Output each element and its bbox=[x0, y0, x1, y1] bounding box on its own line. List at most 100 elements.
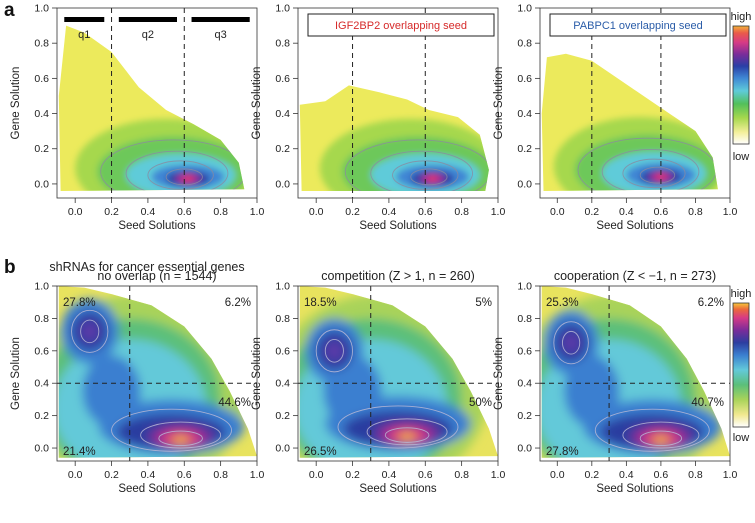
density-level bbox=[80, 321, 99, 342]
y-tick-label: 0.0 bbox=[275, 443, 290, 455]
chart-b3: 0.0 0.2 0.4 0.6 0.8 1.0 0.0 0.2 0.4 0.6 0.8 1.0 Seed… bbox=[493, 269, 737, 495]
x-tick-label: 0.6 bbox=[654, 206, 669, 218]
quadrant-bottom-left: 26.5% bbox=[304, 446, 337, 458]
y-tick-label: 0.6 bbox=[34, 73, 49, 85]
y-tick-label: 1.0 bbox=[517, 281, 532, 293]
plot-frame bbox=[539, 7, 731, 199]
x-tick-label: 0.6 bbox=[177, 206, 192, 218]
x-axis-label: Seed Solutions bbox=[359, 220, 437, 232]
chart-a3: 0.0 0.2 0.4 0.6 0.8 1.0 0.0 0.2 0.4 0.6 0.8 1.0 Seed… bbox=[493, 3, 737, 233]
x-tick-label: 1.0 bbox=[491, 469, 506, 481]
y-tick-label: 1.0 bbox=[275, 3, 290, 15]
contour-line bbox=[100, 139, 245, 191]
x-tick-label: 0.4 bbox=[141, 469, 156, 481]
colorbar-b-low: low bbox=[733, 432, 750, 444]
x-tick-label: 0.2 bbox=[345, 206, 360, 218]
x-tick-label: 0.2 bbox=[345, 469, 360, 481]
y-tick-label: 0.6 bbox=[275, 345, 290, 357]
x-axis-label: Seed Solutions bbox=[596, 483, 674, 495]
x-tick-label: 0.0 bbox=[309, 469, 324, 481]
x-tick-label: 0.8 bbox=[688, 469, 703, 481]
colorbar-b-high: high bbox=[731, 288, 752, 300]
quadrant-bottom-left: 21.4% bbox=[63, 446, 96, 458]
plots: 0.0 0.2 0.4 0.6 0.8 1.0 0.0 0.2 0.4 0.6 0.8 1.0 Seed… bbox=[10, 3, 737, 496]
density-level bbox=[174, 437, 188, 443]
x-axis-label: Seed Solutions bbox=[596, 220, 674, 232]
density-field bbox=[299, 85, 489, 191]
colorbar-b-bar bbox=[732, 302, 750, 428]
contour-line bbox=[639, 430, 683, 447]
x-tick-label: 0.6 bbox=[418, 469, 433, 481]
y-tick-label: 0.6 bbox=[517, 345, 532, 357]
contour-line bbox=[384, 427, 430, 443]
plot-frame bbox=[297, 7, 499, 199]
contour-line bbox=[140, 421, 222, 449]
x-tick-label: 1.0 bbox=[723, 469, 738, 481]
contour-line bbox=[80, 319, 100, 344]
quadrant-top-left: 18.5% bbox=[304, 297, 337, 309]
x-tick-label: 0.4 bbox=[619, 206, 634, 218]
quadrant-top-left: 25.3% bbox=[546, 297, 579, 309]
density-level bbox=[562, 332, 580, 353]
density-field bbox=[541, 53, 718, 192]
y-tick-label: 0.2 bbox=[34, 410, 49, 422]
contour-line bbox=[410, 168, 448, 186]
y-tick-label: 0.0 bbox=[34, 178, 49, 190]
colorbar-a-low: low bbox=[733, 151, 750, 163]
chart-title: competition (Z > 1, n = 260) bbox=[321, 269, 475, 283]
quadrant-bottom-left: 27.8% bbox=[546, 446, 579, 458]
quadrant-top-right: 6.2% bbox=[225, 297, 251, 309]
x-axis-label: Seed Solutions bbox=[118, 483, 196, 495]
x-tick-label: 0.0 bbox=[68, 206, 83, 218]
x-tick-label: 0.4 bbox=[141, 206, 156, 218]
x-tick-label: 0.2 bbox=[585, 206, 600, 218]
chart-title: no overlap (n = 1544) bbox=[97, 269, 216, 283]
panel-letter-a: a bbox=[4, 0, 15, 21]
y-axis-label: Gene Solution bbox=[10, 337, 22, 410]
chart-title: cooperation (Z < −1, n = 273) bbox=[554, 269, 716, 283]
y-axis-label: Gene Solution bbox=[251, 67, 263, 140]
x-tick-label: 0.4 bbox=[382, 206, 397, 218]
density-layers bbox=[299, 294, 489, 458]
colorbar-a-bar bbox=[732, 25, 750, 145]
density-level bbox=[181, 175, 195, 182]
x-tick-label: 0.0 bbox=[68, 469, 83, 481]
y-axis-label: Gene Solution bbox=[493, 337, 505, 410]
density-layers bbox=[58, 294, 248, 458]
contour-line bbox=[344, 139, 489, 191]
x-tick-label: 0.8 bbox=[454, 206, 469, 218]
density-level bbox=[654, 174, 667, 180]
legend-box bbox=[307, 13, 495, 37]
plot-frame bbox=[539, 285, 731, 462]
density-field bbox=[541, 286, 730, 458]
y-tick-label: 0.6 bbox=[275, 73, 290, 85]
panel-letter-b: b bbox=[4, 257, 16, 278]
contour-line bbox=[366, 418, 448, 446]
y-tick-label: 0.8 bbox=[517, 38, 532, 50]
chart-a2: 0.0 0.2 0.4 0.6 0.8 1.0 0.0 0.2 0.4 0.6 0.8 1.0 Seed… bbox=[251, 3, 505, 233]
x-tick-label: 0.2 bbox=[104, 469, 119, 481]
y-tick-label: 1.0 bbox=[34, 3, 49, 15]
y-tick-label: 0.2 bbox=[34, 143, 49, 155]
x-tick-label: 0.4 bbox=[619, 469, 634, 481]
contour-line bbox=[639, 166, 676, 184]
quadrant-top-right: 5% bbox=[475, 297, 492, 309]
y-tick-label: 0.6 bbox=[517, 73, 532, 85]
legend-box bbox=[549, 13, 727, 37]
y-tick-label: 0.0 bbox=[517, 178, 532, 190]
colorbar-a: high low bbox=[731, 11, 752, 163]
density-layers bbox=[541, 294, 722, 458]
plot-frame bbox=[56, 285, 258, 462]
x-tick-label: 0.8 bbox=[688, 206, 703, 218]
section-title-b: shRNAs for cancer essential genes bbox=[49, 260, 244, 274]
x-tick-label: 0.8 bbox=[454, 469, 469, 481]
y-tick-label: 0.2 bbox=[517, 410, 532, 422]
contour-line bbox=[601, 148, 700, 192]
y-tick-label: 0.8 bbox=[275, 313, 290, 325]
contour-line bbox=[315, 329, 353, 373]
chart-b1: 0.0 0.2 0.4 0.6 0.8 1.0 0.0 0.2 0.4 0.6 0.8 1.0 Seed… bbox=[10, 269, 264, 495]
colorbar-a-high: high bbox=[731, 11, 752, 23]
plot-frame bbox=[56, 7, 258, 199]
contour-line bbox=[562, 330, 581, 355]
density-level bbox=[426, 175, 439, 182]
